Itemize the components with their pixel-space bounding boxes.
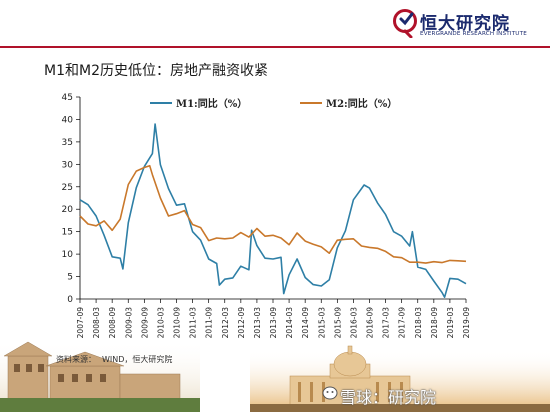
watermark-text: 雪球：研究院	[340, 388, 437, 407]
footer-architecture-illustration	[0, 340, 550, 412]
page-title: M1和M2历史低位：房地产融资收紧	[44, 63, 268, 79]
source-text: WIND，恒大研究院	[102, 355, 173, 364]
y-tick-label: 35	[62, 138, 73, 148]
snowball-icon	[322, 386, 338, 400]
series-line-m2	[79, 164, 467, 264]
source-label: 资料来源：	[56, 355, 96, 364]
x-tick-label: 2012-03	[221, 307, 230, 339]
series-line-m1	[79, 123, 467, 298]
chart-legend: M1:同比（%） M2:同比（%）	[150, 97, 397, 110]
x-tick-label: 2010-09	[173, 307, 182, 339]
x-tick-label: 2009-03	[124, 307, 133, 339]
x-tick-label: 2014-09	[301, 307, 310, 339]
y-tick-label: 45	[62, 93, 73, 103]
x-tick-label: 2008-03	[92, 307, 101, 339]
y-tick-label: 30	[62, 160, 74, 170]
x-tick-label: 2009-09	[140, 307, 149, 339]
x-tick-label: 2012-09	[237, 307, 246, 339]
header-rule	[0, 46, 550, 48]
x-tick-label: 2010-03	[156, 307, 165, 339]
logo-text-en: EVERGRANDE RESEARCH INSTITUTE	[420, 31, 527, 37]
chart-series-group	[79, 123, 467, 298]
evergrande-logo-icon	[393, 9, 417, 38]
x-tick-label: 2011-03	[189, 307, 198, 339]
y-tick-label: 15	[62, 228, 73, 238]
logo: 恒大研究院 EVERGRANDE RESEARCH INSTITUTE	[392, 8, 542, 42]
x-tick-label: 2008-09	[108, 307, 117, 339]
m1-m2-line-chart: 0 5 10 15 20 25 30 35 40 45 2007-09 2008-03 2008-09 2…	[62, 93, 471, 338]
legend-label-m1: M1:同比（%）	[176, 97, 247, 110]
y-tick-label: 25	[62, 183, 73, 193]
x-tick-label: 2015-09	[333, 307, 342, 339]
x-tick-label: 2018-03	[414, 307, 423, 339]
x-tick-label: 2013-03	[253, 307, 262, 339]
y-tick-label: 10	[62, 250, 74, 260]
y-tick-label: 40	[62, 115, 74, 125]
x-tick-label: 2018-09	[430, 307, 439, 339]
x-tick-label: 2011-09	[205, 307, 214, 339]
y-tick-label: 5	[67, 273, 73, 283]
y-tick-label: 0	[67, 295, 73, 305]
legend-label-m2: M2:同比（%）	[326, 97, 397, 110]
x-tick-label: 2019-03	[446, 307, 455, 339]
x-tick-label: 2014-03	[285, 307, 294, 339]
source-note: 资料来源： WIND，恒大研究院	[56, 354, 172, 365]
x-tick-label: 2016-03	[349, 307, 358, 339]
x-tick-label: 2017-03	[382, 307, 391, 339]
x-tick-label: 2019-09	[462, 307, 471, 339]
x-tick-label: 2013-09	[269, 307, 278, 339]
chart-axes: 0 5 10 15 20 25 30 35 40 45 2007-09 2008-03 2008-09 2…	[62, 93, 471, 338]
logo-text-cn: 恒大研究院	[420, 14, 510, 34]
x-tick-label: 2007-09	[76, 307, 85, 339]
x-tick-label: 2015-03	[317, 307, 326, 339]
x-tick-label: 2017-09	[398, 307, 407, 339]
y-tick-label: 20	[62, 205, 74, 215]
x-tick-label: 2016-09	[366, 307, 375, 339]
